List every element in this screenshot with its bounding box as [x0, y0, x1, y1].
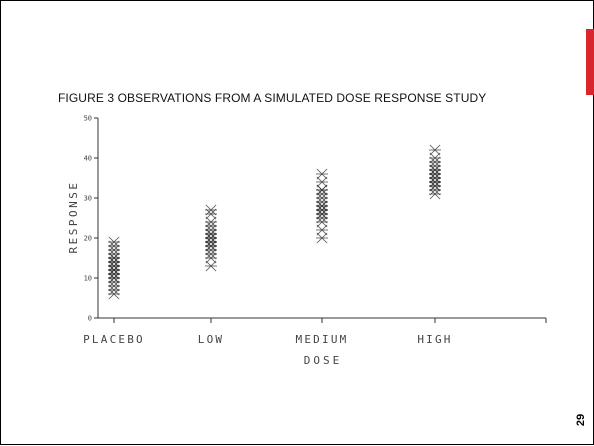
- chart-title: FIGURE 3 OBSERVATIONS FROM A SIMULATED D…: [58, 91, 487, 105]
- data-point-asterisk: [429, 152, 441, 164]
- data-point-asterisk: [316, 224, 328, 236]
- data-point-asterisk: [205, 204, 217, 216]
- y-tick-label: 10: [84, 275, 92, 283]
- data-point-asterisk: [316, 184, 328, 196]
- y-tick-label: 20: [84, 235, 92, 243]
- y-tick-label: 50: [84, 115, 92, 123]
- y-tick-label: 40: [84, 155, 92, 163]
- x-axis-label: DOSE: [304, 354, 343, 367]
- data-point-asterisk: [316, 176, 328, 188]
- data-point-asterisk: [316, 168, 328, 180]
- data-point-asterisk: [108, 236, 120, 248]
- y-tick-label: 30: [84, 195, 92, 203]
- data-point-asterisk: [316, 232, 328, 244]
- data-points: [108, 144, 441, 300]
- y-tick-label: 0: [88, 315, 92, 323]
- data-point-asterisk: [205, 216, 217, 228]
- y-axis-label: RESPONSE: [67, 181, 80, 254]
- x-tick-label: MEDIUM: [296, 333, 349, 346]
- page-number: 29: [575, 413, 587, 427]
- x-tick-label: PLACEBO: [83, 333, 145, 346]
- accent-bar: [586, 29, 594, 95]
- x-tick-label: HIGH: [417, 333, 452, 346]
- y-axis-ticks: 0 10 20 30 40 50: [84, 115, 98, 323]
- x-axis-ticks: PLACEBO LOW MEDIUM HIGH: [83, 318, 452, 346]
- x-tick-label: LOW: [198, 333, 224, 346]
- data-point-asterisk: [429, 144, 441, 156]
- data-point-asterisk: [205, 260, 217, 272]
- axes: [97, 118, 547, 323]
